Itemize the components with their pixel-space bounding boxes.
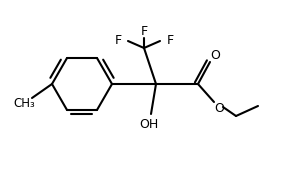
Text: CH₃: CH₃ <box>13 96 35 110</box>
Text: F: F <box>114 34 122 46</box>
Text: F: F <box>140 24 148 37</box>
Text: O: O <box>210 49 220 62</box>
Text: F: F <box>166 34 174 46</box>
Text: OH: OH <box>139 119 159 132</box>
Text: O: O <box>214 101 224 115</box>
